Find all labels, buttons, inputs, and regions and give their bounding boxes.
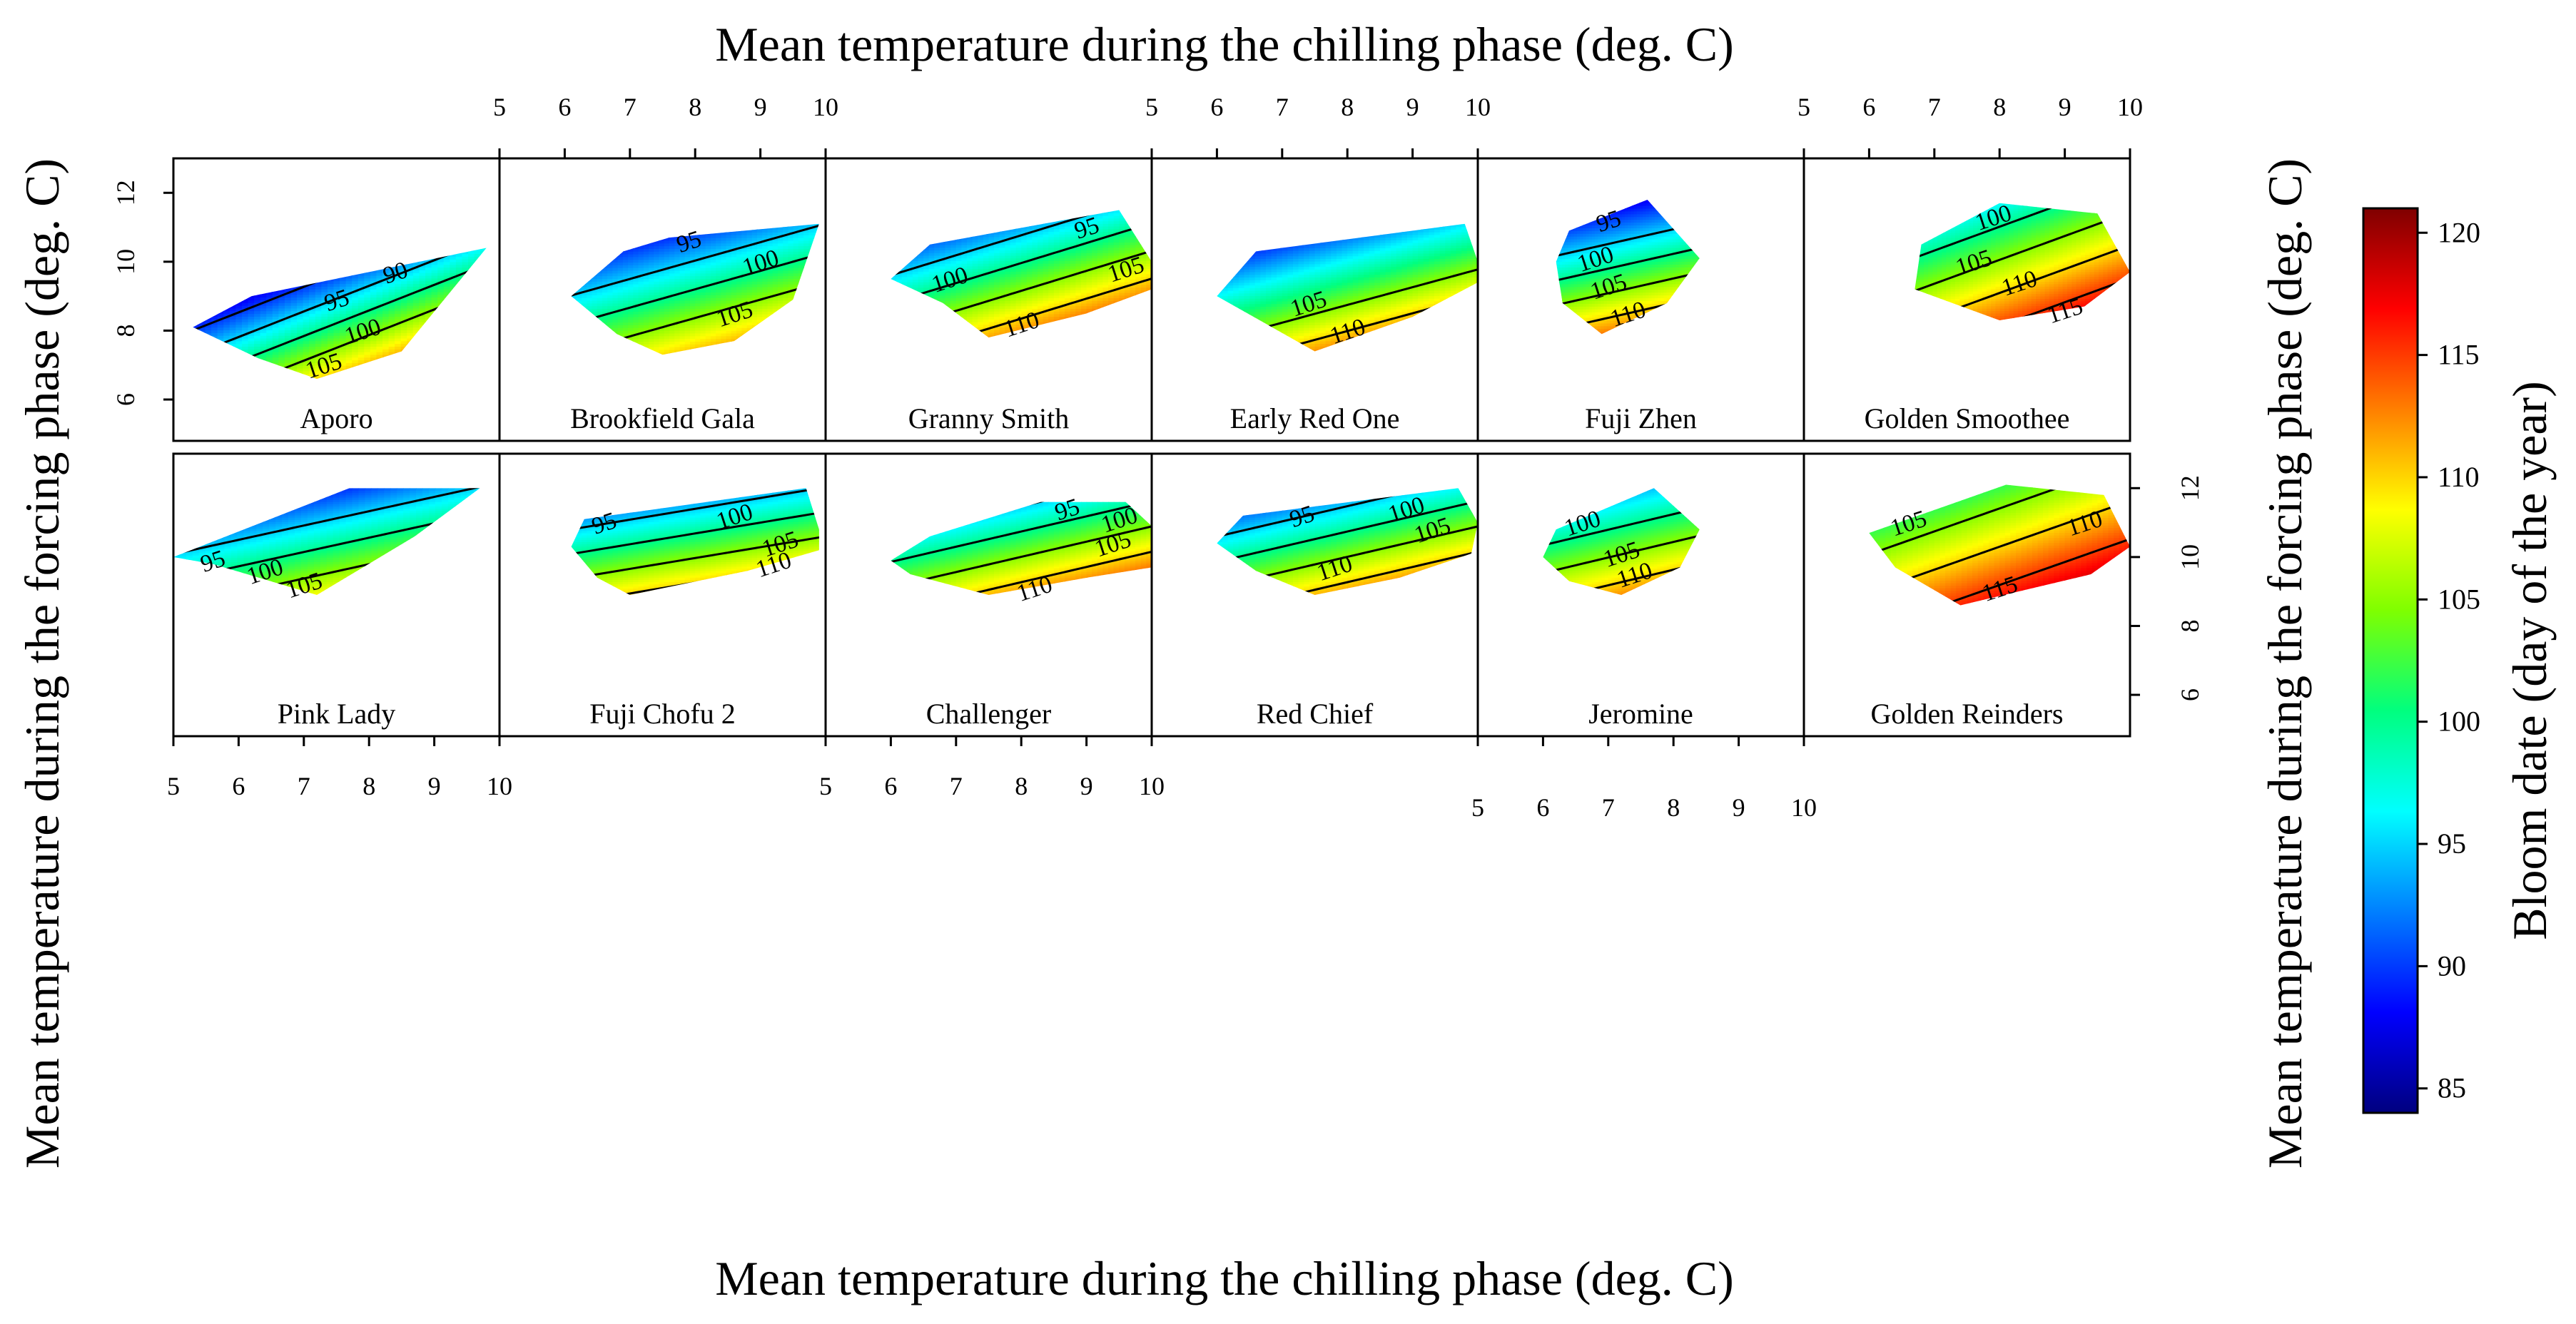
x-tick-label: 9 [1080,772,1093,800]
colorbar-tick-label: 85 [2438,1072,2466,1104]
y-tick-label: 10 [111,249,140,275]
panel-name: Golden Smoothee [1865,402,2070,434]
x-tick-label: 10 [1465,93,1491,121]
heat-surface [1915,203,2130,320]
contour-line [1915,211,2130,320]
x-tick-label: 6 [1536,793,1549,822]
colorbar-rect [2362,207,2419,1114]
y-tick-label: 8 [111,324,140,337]
colorbar-tick-label: 120 [2438,216,2480,248]
x-tick-label: 7 [624,93,637,121]
x-tick-label: 8 [689,93,701,121]
x-tick-label: 8 [1667,793,1680,822]
x-tick-label: 8 [1993,93,2006,121]
x-tick-label: 5 [167,772,180,800]
colorbar-tick-label: 105 [2438,583,2480,615]
heat-surface [173,488,480,595]
x-tick-label: 8 [1015,772,1028,800]
colorbar-tick-label: 95 [2438,828,2466,860]
x-tick-label: 8 [362,772,375,800]
x-tick-label: 10 [2117,93,2143,121]
x-tick-label: 5 [1471,793,1484,822]
x-tick-label: 7 [298,772,310,800]
x-tick-label: 9 [2059,93,2072,121]
panel-frame [1802,157,2131,442]
panel-name: Jeromine [1588,698,1693,730]
panel-name: Early Red One [1230,402,1400,434]
y-tick-label: 6 [2176,688,2204,701]
x-tick-label: 10 [813,93,838,121]
y-tick-label: 12 [2176,475,2204,501]
x-tick-label: 6 [1210,93,1223,121]
x-tick-label: 7 [1602,793,1615,822]
right-y-axis-title: Mean temperature during the forcing phas… [2258,158,2312,1168]
x-tick-label: 6 [558,93,571,121]
x-tick-label: 9 [754,93,767,121]
y-tick-label: 12 [111,180,140,205]
x-tick-label: 9 [428,772,441,800]
x-tick-label: 5 [1145,93,1158,121]
x-tick-label: 9 [1733,793,1745,822]
panel-name: Fuji Zhen [1585,402,1697,434]
x-tick-label: 5 [819,772,832,800]
panel-name: Granny Smith [908,402,1070,434]
x-tick-label: 7 [950,772,963,800]
panel-name: Golden Reinders [1871,698,2064,730]
colorbar-tick-label: 100 [2438,706,2480,738]
top-x-axis-title: Mean temperature during the chilling pha… [715,17,1734,71]
panel-name: Fuji Chofu 2 [589,698,735,730]
x-tick-label: 9 [1406,93,1419,121]
left-y-axis-title: Mean temperature during the forcing phas… [15,158,69,1168]
x-tick-label: 6 [1862,93,1875,121]
x-tick-label: 10 [487,772,512,800]
bottom-x-axis-title: Mean temperature during the chilling pha… [715,1251,1734,1305]
panel-frame [1802,452,2131,738]
x-tick-label: 5 [493,93,506,121]
colorbar: 85 90 95 100 105 110 115 120 Bloom date (day of… [2362,207,2557,1114]
x-tick-label: 7 [1276,93,1289,121]
colorbar-tick-label: 115 [2438,339,2480,371]
y-tick-label: 8 [2176,619,2204,632]
panel-name: Pink Lady [278,698,396,730]
x-tick-label: 8 [1341,93,1354,121]
x-tick-label: 10 [1139,772,1165,800]
x-tick-label: 7 [1928,93,1941,121]
colorbar-tick-label: 110 [2438,461,2480,493]
x-tick-label: 10 [1791,793,1817,822]
x-tick-label: 5 [1797,93,1810,121]
panel-name: Challenger [926,698,1052,730]
x-tick-label: 6 [884,772,897,800]
panel-name: Brookfield Gala [570,402,755,434]
axes-layer: 5 6 7 8 9 10 5 6 7 8 9 10 5 6 7 8 9 10 5 6 7 8 9 10 5 6 7 8 9 10 5 6 7 8 9… [111,93,2204,822]
panel-name: Red Chief [1257,698,1374,730]
contour-line [891,210,1152,297]
contour-line [891,501,1152,579]
y-tick-label: 10 [2176,544,2204,570]
x-tick-label: 6 [232,772,245,800]
colorbar-label: Bloom date (day of the year) [2503,381,2557,940]
panel-name: Aporo [300,402,372,434]
colorbar-tick-label: 90 [2438,949,2466,982]
y-tick-label: 6 [111,393,140,406]
colorbar-ticks: 85 90 95 100 105 110 115 120 [2418,216,2480,1104]
